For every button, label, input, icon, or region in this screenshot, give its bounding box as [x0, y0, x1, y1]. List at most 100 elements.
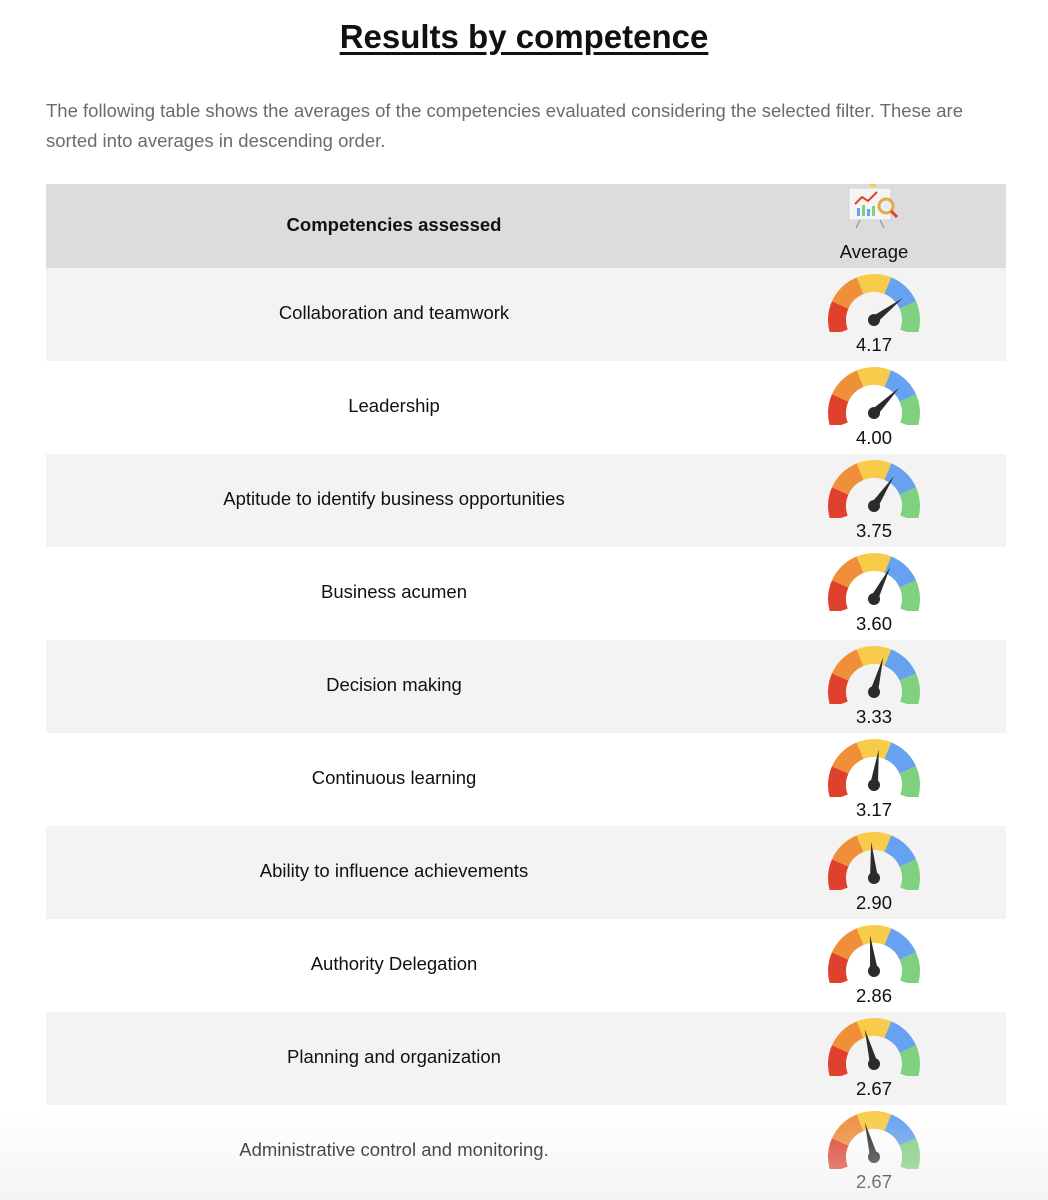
table-row: Ability to influence achievements 2.90: [46, 826, 1006, 919]
gauge-needle: [870, 842, 878, 879]
gauge-needle: [870, 749, 879, 786]
gauge-segment: [884, 370, 917, 402]
gauge-hub: [868, 872, 880, 884]
table-row: Decision making 3.33: [46, 640, 1006, 733]
gauge-icon: [828, 739, 920, 797]
gauge-segment: [884, 835, 917, 867]
average-score: 3.60: [855, 613, 892, 634]
table-body: Collaboration and teamwork 4.17 Leadership…: [46, 268, 1006, 1198]
gauge-segment: [828, 1045, 849, 1076]
gauge-icon: [828, 1018, 920, 1076]
header-average: Average: [839, 241, 909, 262]
competence-table: Competencies assessed Average Collaborat…: [46, 184, 1006, 1198]
average-score: 2.67: [855, 1171, 892, 1192]
competence-name: Decision making: [326, 674, 462, 695]
average-score: 2.67: [855, 1078, 892, 1099]
competence-name: Ability to influence achievements: [259, 860, 529, 881]
table-row: Continuous learning 3.17: [46, 733, 1006, 826]
page-title: Results by competence: [339, 18, 709, 55]
gauge-segment: [856, 925, 892, 946]
gauge-segment: [828, 580, 849, 611]
gauge-segment: [856, 832, 892, 853]
gauge-segment: [828, 487, 849, 518]
gauge-segment: [884, 277, 917, 309]
gauge-needle: [870, 566, 891, 601]
table-row: Planning and organization 2.67: [46, 1012, 1006, 1105]
gauge-needle: [870, 476, 895, 509]
average-score: 3.75: [855, 520, 892, 541]
gauge-segment: [828, 766, 849, 797]
gauge-segment: [884, 463, 917, 495]
gauge-segment: [856, 460, 892, 481]
gauge-segment: [831, 1021, 864, 1053]
chart-presentation-icon: [848, 184, 899, 228]
gauge-segment: [884, 742, 917, 774]
gauge-icon: [828, 925, 920, 983]
gauge-segment: [831, 649, 864, 681]
gauge-segment: [831, 370, 864, 402]
header-competencies: Competencies assessed: [286, 214, 502, 235]
average-score: 3.17: [855, 799, 892, 820]
gauge-icon: [828, 646, 920, 704]
gauge-needle: [864, 1029, 878, 1066]
gauge-icon: [828, 1111, 920, 1169]
gauge-needle: [870, 657, 884, 694]
gauge-segment: [856, 367, 892, 388]
competence-name: Leadership: [348, 395, 440, 416]
average-score: 4.00: [855, 427, 892, 448]
gauge-segment: [899, 952, 920, 983]
gauge-segment: [856, 553, 892, 574]
table-row: Aptitude to identify business opportunit…: [46, 454, 1006, 547]
gauge-icon: [828, 460, 920, 518]
gauge-segment: [828, 673, 849, 704]
competence-name: Collaboration and teamwork: [278, 302, 510, 323]
gauge-segment: [884, 649, 917, 681]
gauge-segment: [828, 394, 849, 425]
competence-name: Continuous learning: [311, 767, 477, 788]
gauge-hub: [868, 593, 880, 605]
gauge-segment: [899, 394, 920, 425]
gauge-segment: [899, 766, 920, 797]
table-row: Collaboration and teamwork 4.17: [46, 268, 1006, 361]
gauge-segment: [899, 673, 920, 704]
competence-name: Authority Delegation: [310, 953, 478, 974]
gauge-segment: [828, 859, 849, 890]
table-header: Competencies assessed Average: [46, 184, 1006, 268]
gauge-icon: [828, 832, 920, 890]
gauge-segment: [831, 277, 864, 309]
gauge-segment: [831, 835, 864, 867]
competence-name: Aptitude to identify business opportunit…: [223, 488, 565, 509]
gauge-hub: [868, 407, 880, 419]
gauge-hub: [868, 500, 880, 512]
table-row: Leadership 4.00: [46, 361, 1006, 454]
gauge-icon: [828, 367, 920, 425]
gauge-segment: [884, 1021, 917, 1053]
gauge-segment: [884, 928, 917, 960]
gauge-segment: [856, 274, 892, 295]
gauge-hub: [868, 965, 880, 977]
gauge-icon: [828, 553, 920, 611]
gauge-segment: [831, 928, 864, 960]
gauge-segment: [831, 556, 864, 588]
average-score: 3.33: [855, 706, 892, 727]
gauge-needle: [870, 935, 878, 972]
gauge-segment: [899, 1045, 920, 1076]
gauge-segment: [828, 952, 849, 983]
gauge-segment: [831, 463, 864, 495]
gauge-icon: [828, 274, 920, 332]
gauge-hub: [868, 1151, 880, 1163]
table-row: Business acumen 3.60: [46, 547, 1006, 640]
gauge-segment: [856, 739, 892, 760]
competence-name: Business acumen: [320, 581, 468, 602]
average-score: 2.86: [855, 985, 892, 1006]
gauge-segment: [899, 859, 920, 890]
average-score: 4.17: [855, 334, 892, 355]
gauge-hub: [868, 686, 880, 698]
gauge-segment: [899, 580, 920, 611]
table-row: Authority Delegation 2.86: [46, 919, 1006, 1012]
gauge-hub: [868, 314, 880, 326]
competence-name: Planning and organization: [287, 1046, 501, 1067]
gauge-needle: [871, 298, 903, 324]
gauge-hub: [868, 779, 880, 791]
